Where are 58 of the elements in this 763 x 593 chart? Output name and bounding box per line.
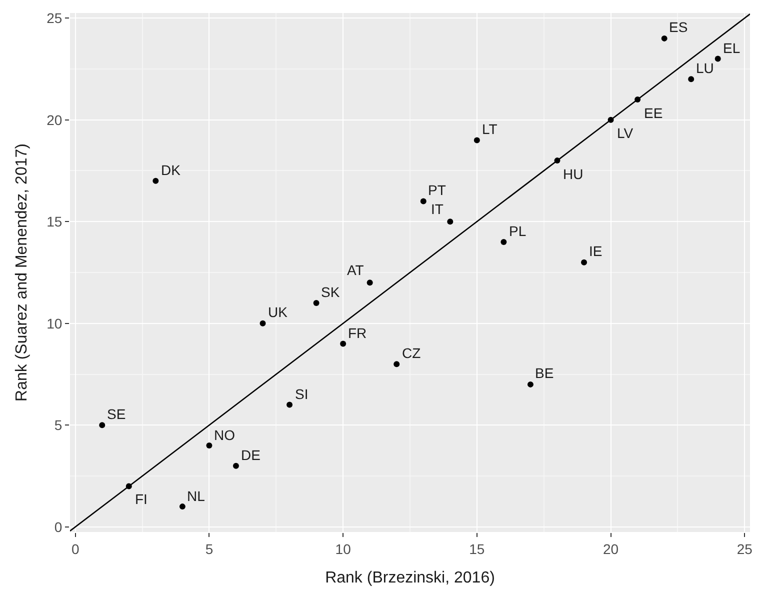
x-tick-label: 20 <box>603 540 619 557</box>
annotation: SI <box>295 386 308 402</box>
point <box>447 218 454 225</box>
point <box>714 56 721 62</box>
x-tick-label: 25 <box>736 540 753 557</box>
x-tick-label: 15 <box>469 540 485 557</box>
point <box>260 320 266 326</box>
y-tick-label: 10 <box>46 315 62 332</box>
point <box>206 442 212 448</box>
x-tick-label: 0 <box>71 540 80 557</box>
point <box>500 238 507 245</box>
y-tick-label: 0 <box>54 518 62 535</box>
point <box>152 178 159 184</box>
annotation: EL <box>723 40 740 56</box>
y-axis-title: Rank (Suarez and Menendez, 2017) <box>14 144 31 402</box>
point <box>688 76 694 82</box>
annotation: HU <box>563 166 584 182</box>
point <box>286 402 293 408</box>
y-tick-label: 5 <box>54 417 62 434</box>
point <box>661 35 668 42</box>
point <box>420 198 426 204</box>
point <box>366 280 373 286</box>
point <box>581 259 588 266</box>
annotation: NL <box>187 488 206 504</box>
point <box>313 300 320 306</box>
annotation: CZ <box>402 345 422 361</box>
annotation: PL <box>509 223 526 239</box>
annotation: LV <box>617 125 634 141</box>
annotation: SK <box>321 284 340 300</box>
annotation: SE <box>107 406 126 422</box>
y-tick-label: 25 <box>46 10 62 26</box>
annotation: LU <box>696 60 714 76</box>
annotation: IE <box>589 243 602 259</box>
point <box>527 381 534 388</box>
y-tick-label: 15 <box>46 214 62 230</box>
annotation: PT <box>428 182 446 198</box>
x-tick-label: 5 <box>205 540 214 557</box>
x-tick-label: 10 <box>335 540 352 557</box>
annotation: DE <box>241 447 260 463</box>
annotation: BE <box>535 365 554 381</box>
point <box>394 361 400 368</box>
point <box>474 137 480 144</box>
annotation: IT <box>431 201 444 217</box>
point <box>99 422 106 428</box>
annotation: DK <box>161 162 182 178</box>
point <box>232 462 239 469</box>
annotation: UK <box>268 304 288 320</box>
point <box>340 340 346 347</box>
annotation: FR <box>348 325 367 341</box>
annotation: FI <box>135 491 148 507</box>
annotation: LT <box>482 121 498 137</box>
annotation: EE <box>644 105 663 121</box>
annotation: NO <box>214 427 236 443</box>
point <box>179 504 186 510</box>
x-axis-title: Rank (Brzezinski, 2016) <box>325 570 495 586</box>
y-tick-label: 20 <box>46 112 62 128</box>
annotation: ES <box>669 19 688 35</box>
annotation: AT <box>347 262 364 278</box>
